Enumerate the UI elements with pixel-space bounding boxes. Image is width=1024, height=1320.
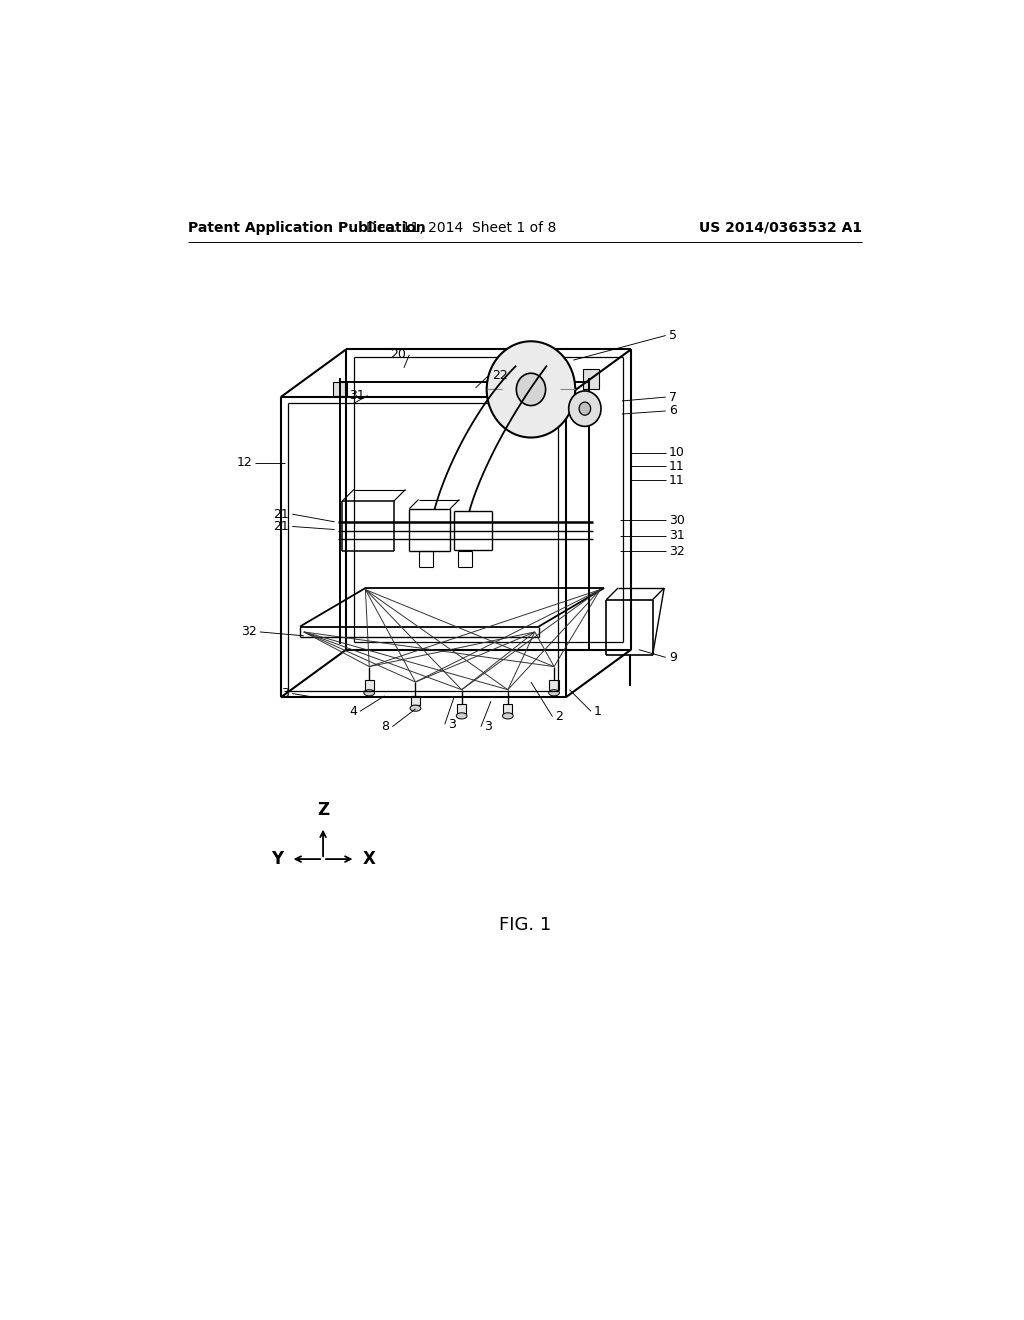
Text: 32: 32 xyxy=(241,626,257,639)
Text: FIG. 1: FIG. 1 xyxy=(499,916,551,933)
Text: 7: 7 xyxy=(669,391,677,404)
Text: 20: 20 xyxy=(390,348,407,362)
Ellipse shape xyxy=(410,705,421,711)
Text: 11: 11 xyxy=(669,474,684,487)
Ellipse shape xyxy=(457,713,467,719)
Ellipse shape xyxy=(568,391,601,426)
Text: 21: 21 xyxy=(273,520,289,533)
Text: 4: 4 xyxy=(349,705,357,718)
Text: 12: 12 xyxy=(237,455,252,469)
Text: 31: 31 xyxy=(349,389,365,403)
Text: 8: 8 xyxy=(381,721,389,733)
Ellipse shape xyxy=(503,713,513,719)
FancyBboxPatch shape xyxy=(503,704,512,713)
Text: Z: Z xyxy=(317,801,329,818)
Bar xyxy=(584,368,599,389)
Text: 10: 10 xyxy=(669,446,685,459)
Bar xyxy=(333,381,347,396)
Text: 3: 3 xyxy=(282,686,289,700)
FancyBboxPatch shape xyxy=(411,696,420,705)
Text: 6: 6 xyxy=(669,404,677,417)
Text: 31: 31 xyxy=(669,529,684,543)
Text: X: X xyxy=(364,850,376,869)
Text: US 2014/0363532 A1: US 2014/0363532 A1 xyxy=(699,220,862,235)
Ellipse shape xyxy=(580,403,591,416)
Text: 32: 32 xyxy=(669,545,684,557)
Text: 30: 30 xyxy=(669,513,685,527)
Ellipse shape xyxy=(549,689,559,696)
Text: 21: 21 xyxy=(273,508,289,520)
Text: 3: 3 xyxy=(447,718,456,731)
Text: 2: 2 xyxy=(556,710,563,723)
Ellipse shape xyxy=(486,342,575,437)
Text: Y: Y xyxy=(271,850,283,869)
Ellipse shape xyxy=(364,689,375,696)
Text: 1: 1 xyxy=(594,705,602,718)
Ellipse shape xyxy=(516,374,546,405)
Text: 22: 22 xyxy=(492,370,508,381)
Text: 9: 9 xyxy=(669,651,677,664)
FancyBboxPatch shape xyxy=(550,681,559,689)
Text: 5: 5 xyxy=(669,329,677,342)
FancyBboxPatch shape xyxy=(457,704,466,713)
FancyBboxPatch shape xyxy=(365,681,374,689)
Text: 3: 3 xyxy=(484,721,492,733)
Text: 11: 11 xyxy=(669,459,684,473)
Text: Dec. 11, 2014  Sheet 1 of 8: Dec. 11, 2014 Sheet 1 of 8 xyxy=(367,220,557,235)
Text: Patent Application Publication: Patent Application Publication xyxy=(188,220,426,235)
